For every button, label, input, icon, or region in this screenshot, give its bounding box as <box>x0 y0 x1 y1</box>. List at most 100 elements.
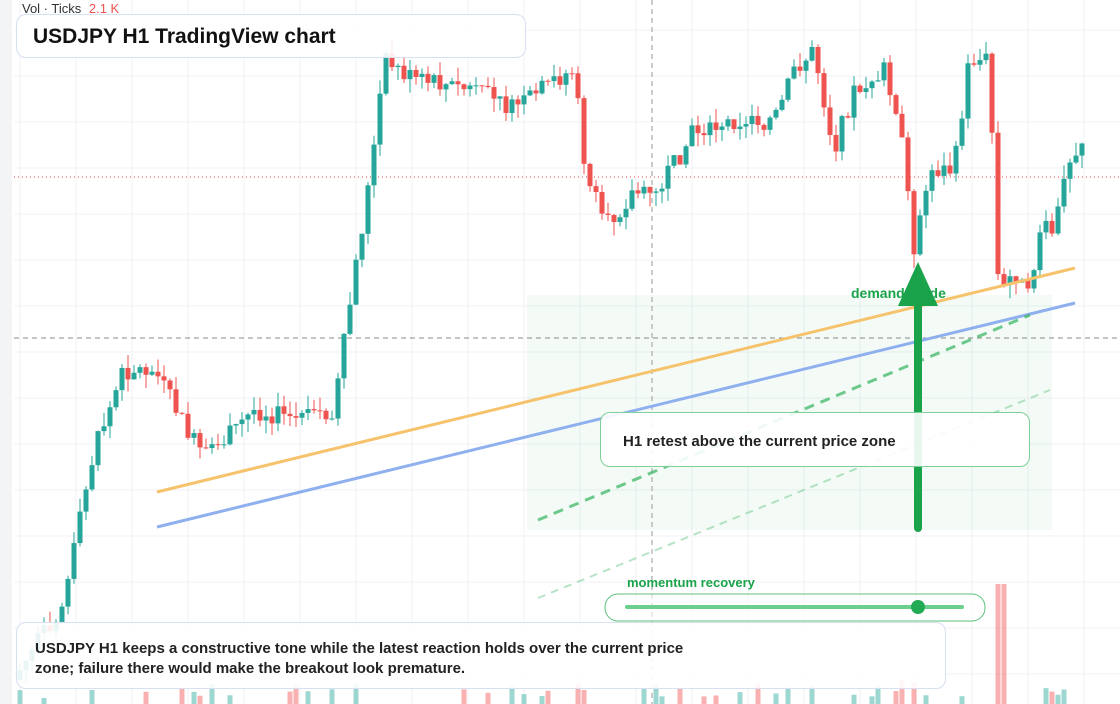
volume-bar <box>521 694 527 704</box>
volume-bar <box>509 686 515 704</box>
candle <box>929 170 935 191</box>
candle <box>113 390 119 408</box>
candle <box>935 170 941 176</box>
candle <box>347 304 353 334</box>
volume-bar <box>869 696 875 704</box>
candle <box>335 378 341 419</box>
candle <box>521 95 527 105</box>
slider-knob[interactable] <box>911 600 925 614</box>
candle <box>1007 276 1013 286</box>
candle <box>359 233 365 260</box>
candle <box>311 409 317 411</box>
candle <box>353 259 359 305</box>
volume-bar <box>923 695 929 704</box>
candle <box>197 433 203 448</box>
candle <box>995 132 1001 275</box>
candle <box>563 73 569 85</box>
volume <box>17 584 1067 704</box>
candle <box>695 125 701 134</box>
candle <box>761 124 767 130</box>
title: USDJPY H1 TradingView chart <box>16 14 526 58</box>
volume-bar <box>191 691 197 704</box>
candle <box>659 188 665 192</box>
candle <box>905 137 911 192</box>
arrow-head <box>898 262 938 306</box>
candle <box>437 75 443 90</box>
candle <box>275 406 281 424</box>
candle <box>221 444 227 446</box>
candle <box>329 418 335 420</box>
candle <box>305 409 311 413</box>
grid <box>14 0 1120 704</box>
volume-bar <box>713 695 719 704</box>
candle <box>401 65 407 80</box>
candle <box>473 85 479 87</box>
volume-bar <box>809 686 815 704</box>
candle <box>1037 232 1043 271</box>
indicator-value: 2.1 K <box>88 1 120 16</box>
candle <box>173 389 179 413</box>
candle <box>185 413 191 438</box>
candle <box>299 412 305 418</box>
candle <box>647 186 653 193</box>
volume-bar <box>539 696 545 704</box>
candle <box>1025 279 1031 289</box>
indicator-name: Vol · Ticks <box>22 1 82 16</box>
candle <box>125 367 131 380</box>
candle <box>179 412 185 414</box>
candle <box>119 367 125 391</box>
callout: H1 retest above the current price zone <box>600 412 1030 467</box>
candle <box>785 78 791 100</box>
candle <box>593 186 599 193</box>
candle <box>263 416 269 421</box>
volume-bar <box>485 692 491 704</box>
candle <box>911 191 917 255</box>
candle <box>497 96 503 99</box>
candle <box>1001 274 1007 286</box>
candle <box>887 62 893 96</box>
candle <box>455 81 461 85</box>
candle <box>407 69 413 80</box>
candle <box>503 96 509 113</box>
candle <box>149 371 155 375</box>
candle <box>689 125 695 147</box>
candle <box>971 63 977 65</box>
volume-bar <box>677 687 683 704</box>
volume-bar <box>17 690 23 704</box>
candle <box>107 407 113 427</box>
indicator-legend: Vol · Ticks 2.1 K <box>22 1 119 16</box>
candle <box>707 122 713 136</box>
candle <box>65 578 71 607</box>
candle <box>227 425 233 445</box>
candle <box>797 66 803 71</box>
candle <box>989 53 995 133</box>
candle <box>611 215 617 222</box>
candle <box>923 190 929 216</box>
candle <box>551 76 557 82</box>
volume-bar <box>581 689 587 704</box>
candle <box>833 135 839 152</box>
candle <box>161 376 167 381</box>
volume-bar <box>545 690 551 704</box>
candle <box>941 165 947 176</box>
candle <box>731 119 737 129</box>
volume-bar <box>1055 694 1061 704</box>
candle <box>383 53 389 94</box>
candle <box>191 433 197 438</box>
candle <box>725 119 731 127</box>
volume-bar <box>353 684 359 704</box>
candle <box>755 115 761 125</box>
volume-bar <box>461 689 467 704</box>
candle <box>287 413 293 417</box>
candle <box>623 208 629 218</box>
candle <box>317 410 323 412</box>
volume-bar <box>1061 689 1067 704</box>
volume-bar <box>143 691 149 704</box>
candle <box>809 46 815 61</box>
candle <box>281 406 287 414</box>
candle <box>899 113 905 138</box>
candle <box>773 109 779 118</box>
volume-bar <box>305 691 311 704</box>
candle <box>965 63 971 119</box>
candle <box>1073 155 1079 163</box>
